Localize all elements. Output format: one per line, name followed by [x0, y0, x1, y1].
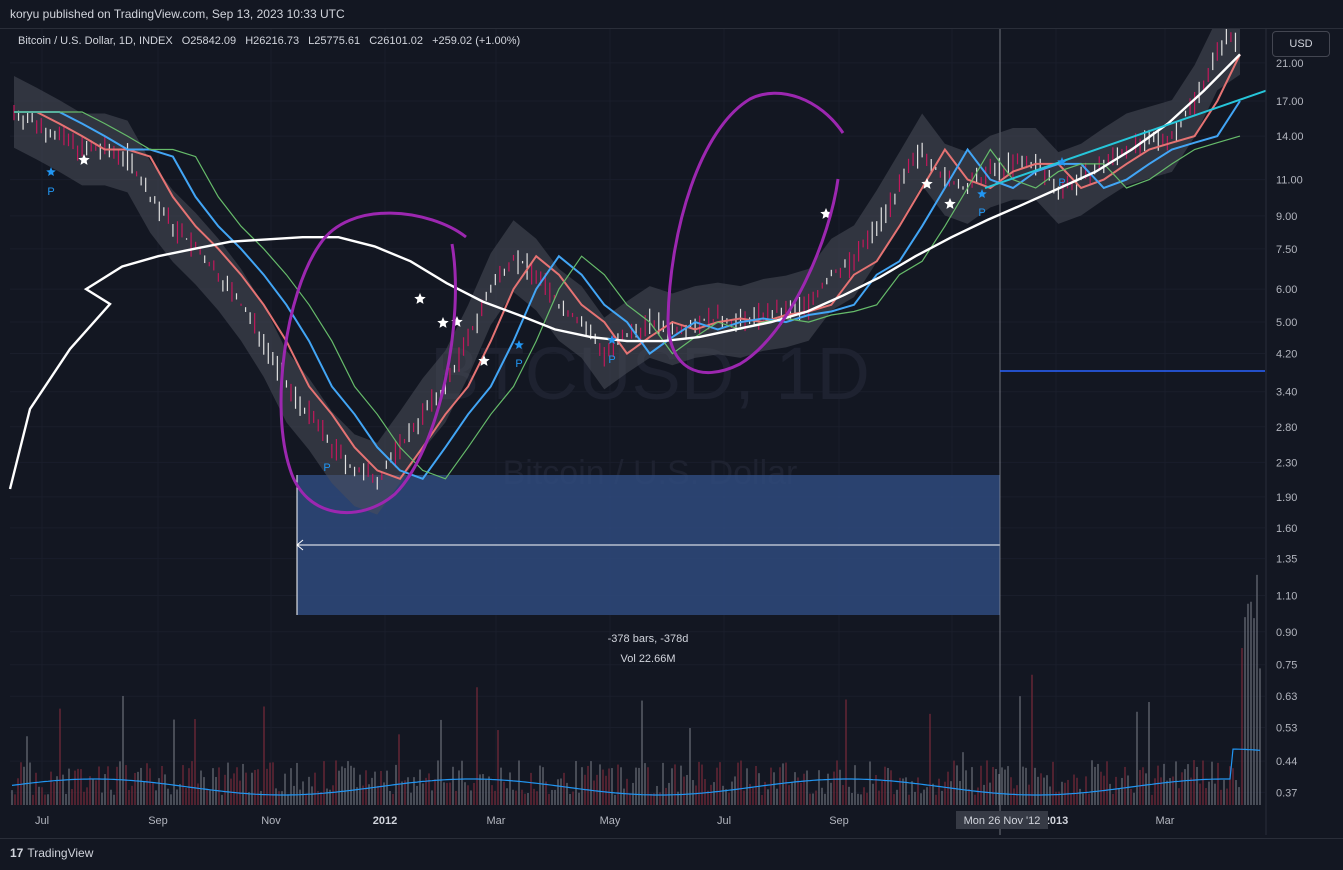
x-tick-label: Sep — [148, 815, 168, 827]
y-tick-label: 0.44 — [1276, 756, 1297, 768]
signal-label: P — [47, 186, 54, 198]
annotation-circle-left — [279, 211, 467, 515]
indicator-bands — [14, 2, 1240, 515]
star-icon — [46, 167, 56, 176]
y-tick-label: 5.00 — [1276, 317, 1297, 329]
measure-bars-label: -378 bars, -378d — [608, 633, 689, 645]
signal-label: P — [608, 354, 615, 366]
legend-high: H26216.73 — [245, 35, 300, 47]
y-tick-label: 2.30 — [1276, 457, 1297, 469]
legend-low: L25775.61 — [308, 35, 361, 47]
signal-label: P — [1058, 177, 1065, 189]
x-tick-label: Mar — [1156, 815, 1175, 827]
sma-line — [8, 53, 1241, 490]
star-icon — [1057, 157, 1067, 166]
y-tick-label: 1.10 — [1276, 591, 1297, 603]
star-icon — [78, 154, 90, 165]
x-tick-label: Nov — [261, 815, 281, 827]
star-icon — [414, 293, 426, 304]
x-tick-label: May — [600, 815, 621, 827]
x-tick-label: Jul — [717, 815, 731, 827]
price-chart[interactable]: BTCUSD, 1D Bitcoin / U.S. Dollar -378 ba… — [0, 2, 1343, 835]
star-icon — [944, 198, 956, 209]
y-tick-label: 11.00 — [1276, 175, 1303, 187]
star-icon — [977, 189, 987, 198]
y-tick-label: 0.37 — [1276, 787, 1297, 799]
signal-label: P — [323, 462, 330, 474]
measure-box[interactable]: -378 bars, -378d Vol 22.66M — [296, 475, 1000, 665]
legend-open: O25842.09 — [181, 35, 237, 47]
footer: 17 TradingView — [0, 838, 1343, 870]
x-tick-label: 2012 — [373, 815, 397, 827]
x-tick-label: Jul — [35, 815, 49, 827]
volatility-band — [14, 2, 1240, 515]
y-tick-label: 0.63 — [1276, 691, 1297, 703]
y-tick-label: 0.90 — [1276, 627, 1297, 639]
y-tick-label: 1.35 — [1276, 554, 1297, 566]
tv-logo-text: TradingView — [27, 846, 94, 860]
volume-ma-line — [11, 748, 1261, 796]
volume-histogram — [11, 574, 1261, 805]
chart-area[interactable]: BTCUSD, 1D Bitcoin / U.S. Dollar -378 ba… — [0, 2, 1343, 835]
star-icon — [437, 317, 449, 328]
y-tick-label: 21.00 — [1276, 58, 1304, 70]
star-icon — [514, 340, 524, 349]
currency-button[interactable]: USD — [1272, 31, 1330, 57]
legend-change: +259.02 (+1.00%) — [432, 35, 521, 47]
y-tick-label: 17.00 — [1276, 96, 1304, 108]
annotations[interactable] — [279, 91, 845, 515]
x-tick-label: 2013 — [1044, 815, 1068, 827]
y-tick-label: 1.90 — [1276, 492, 1297, 504]
indicator-lines — [8, 53, 1267, 490]
star-icon — [921, 178, 933, 189]
signal-label: P — [978, 207, 985, 219]
trendline — [984, 89, 1267, 189]
signal-markers: P P P P P P — [46, 154, 1067, 474]
y-tick-label: 0.53 — [1276, 722, 1297, 734]
measure-vol-label: Vol 22.66M — [620, 653, 675, 665]
price-axis[interactable]: 21.00 17.00 14.00 11.00 9.00 7.50 6.00 5.00 4.20… — [1265, 29, 1304, 835]
star-icon — [607, 335, 617, 344]
y-tick-label: 7.50 — [1276, 244, 1297, 256]
x-tick-label: Sep — [829, 815, 849, 827]
star-icon — [478, 355, 490, 366]
x-tick-label: Mar — [487, 815, 506, 827]
y-tick-label: 2.80 — [1276, 422, 1297, 434]
time-axis[interactable]: Jul Sep Nov 2012 Mar May Jul Sep 2013 Mar — [35, 815, 1175, 827]
tv-logo-icon: 17 — [10, 846, 24, 860]
legend-close: C26101.02 — [369, 35, 424, 47]
tradingview-logo[interactable]: 17 TradingView — [10, 846, 93, 860]
publisher-bar: koryu published on TradingView.com, Sep … — [0, 0, 1343, 29]
candles — [13, 27, 1237, 490]
legend-symbol: Bitcoin / U.S. Dollar, 1D, INDEX — [18, 35, 173, 47]
chart-legend: Bitcoin / U.S. Dollar, 1D, INDEX O25842.… — [18, 35, 526, 47]
y-tick-label: 0.75 — [1276, 660, 1297, 672]
y-tick-label: 9.00 — [1276, 211, 1297, 223]
y-tick-label: 1.60 — [1276, 523, 1297, 535]
ema-green — [14, 111, 1241, 480]
signal-label: P — [515, 358, 522, 370]
publisher-text: koryu published on TradingView.com, Sep … — [10, 7, 345, 21]
ema-blue — [14, 100, 1241, 481]
ema-red — [14, 53, 1241, 481]
annotation-circle-right — [666, 91, 845, 374]
y-tick-label: 6.00 — [1276, 284, 1297, 296]
y-tick-label: 4.20 — [1276, 349, 1297, 361]
y-tick-label: 14.00 — [1276, 131, 1304, 143]
y-tick-label: 3.40 — [1276, 387, 1297, 399]
crosshair-date-badge: Mon 26 Nov '12 — [956, 811, 1048, 829]
crosshair-date-text: Mon 26 Nov '12 — [964, 815, 1041, 827]
